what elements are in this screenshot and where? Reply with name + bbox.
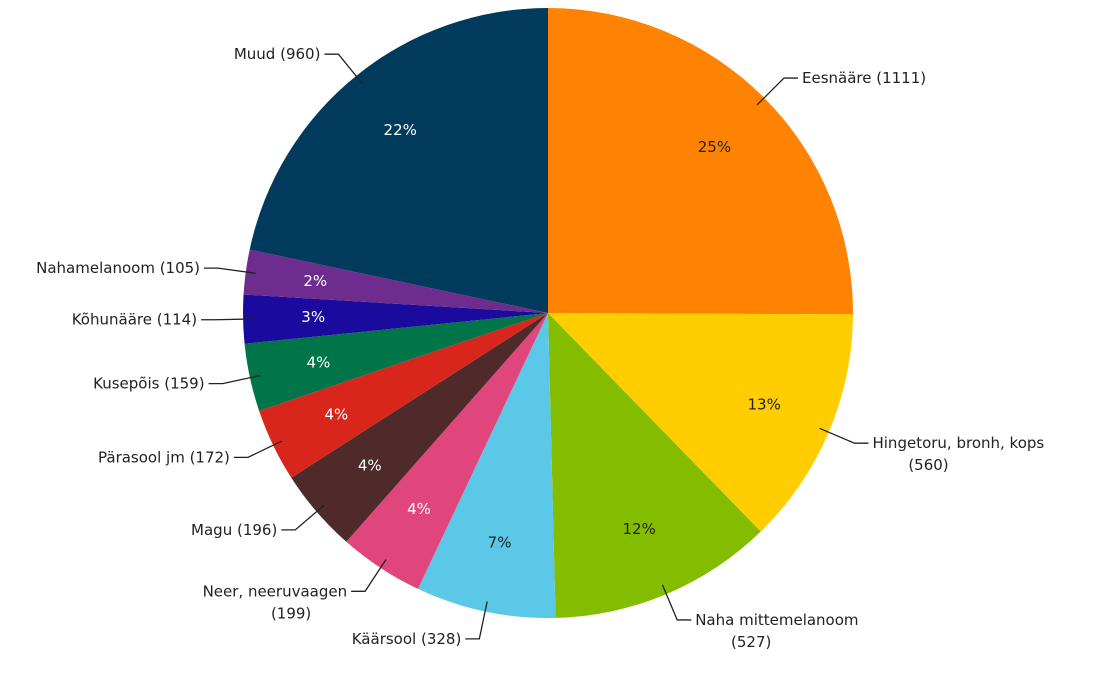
category-label: Eesnääre (1111)	[802, 69, 926, 87]
leader-line	[201, 318, 254, 321]
pie-slice	[548, 8, 853, 315]
label-line: Magu (196)	[191, 520, 277, 538]
pie-slice	[259, 313, 548, 478]
label-line: Naha mittemelanoom	[695, 610, 858, 628]
category-label: Kõhunääre (114)	[72, 310, 197, 328]
label-line: Eesnääre (1111)	[802, 69, 926, 87]
pie-slice	[418, 313, 556, 618]
leader-line	[233, 440, 283, 459]
category-label: Magu (196)	[191, 520, 277, 538]
label-line: Neer, neeruvaagen	[203, 582, 348, 600]
percent-label: 3%	[301, 308, 325, 326]
pie-slice	[243, 294, 548, 344]
percent-label: 13%	[747, 395, 780, 413]
category-label: Kusepõis (159)	[93, 374, 204, 392]
pie-slice	[244, 313, 548, 411]
label-line: (527)	[731, 632, 771, 650]
leader-line	[819, 427, 869, 444]
label-line: Muud (960)	[234, 45, 321, 63]
leader-line	[661, 584, 692, 621]
pie-slice	[249, 8, 548, 313]
label-line: (560)	[908, 456, 948, 474]
leader-line	[208, 374, 260, 385]
percent-label: 25%	[698, 138, 731, 156]
category-label: Naha mittemelanoom (527)	[695, 610, 858, 650]
category-label: Neer, neeruvaagen (199)	[203, 582, 348, 622]
label-line: Kõhunääre (114)	[72, 310, 197, 328]
pie-slice	[291, 313, 548, 542]
label-line: Kusepõis (159)	[93, 374, 204, 392]
leader-line	[324, 53, 363, 85]
label-line: Hingetoru, bronh, kops	[872, 434, 1044, 452]
pie-slice	[548, 313, 853, 532]
label-line: Nahamelanoom (105)	[36, 259, 200, 277]
pie-slice	[346, 313, 548, 589]
category-label: Nahamelanoom (105)	[36, 259, 200, 277]
label-line: Käärsool (328)	[352, 629, 462, 647]
category-label: Käärsool (328)	[352, 629, 462, 647]
leader-line	[465, 601, 488, 640]
category-label: Hingetoru, bronh, kops (560)	[872, 434, 1044, 474]
leader-line	[351, 559, 387, 592]
category-label: Muud (960)	[234, 45, 321, 63]
leader-line	[204, 267, 256, 274]
label-line: Pärasool jm (172)	[98, 448, 230, 466]
percent-label: 4%	[358, 456, 382, 474]
percent-label: 4%	[324, 405, 348, 423]
pie-slice	[243, 249, 548, 313]
percent-label: 4%	[307, 353, 331, 371]
leader-line	[281, 504, 325, 531]
pie-slice	[548, 313, 761, 618]
percent-label: 22%	[384, 121, 417, 139]
percent-label: 12%	[622, 520, 655, 538]
category-label: Pärasool jm (172)	[98, 448, 230, 466]
leader-line	[756, 77, 799, 106]
percent-label: 4%	[407, 500, 431, 518]
label-line: (199)	[271, 604, 311, 622]
percent-label: 7%	[488, 533, 512, 551]
percent-label: 2%	[303, 272, 327, 290]
